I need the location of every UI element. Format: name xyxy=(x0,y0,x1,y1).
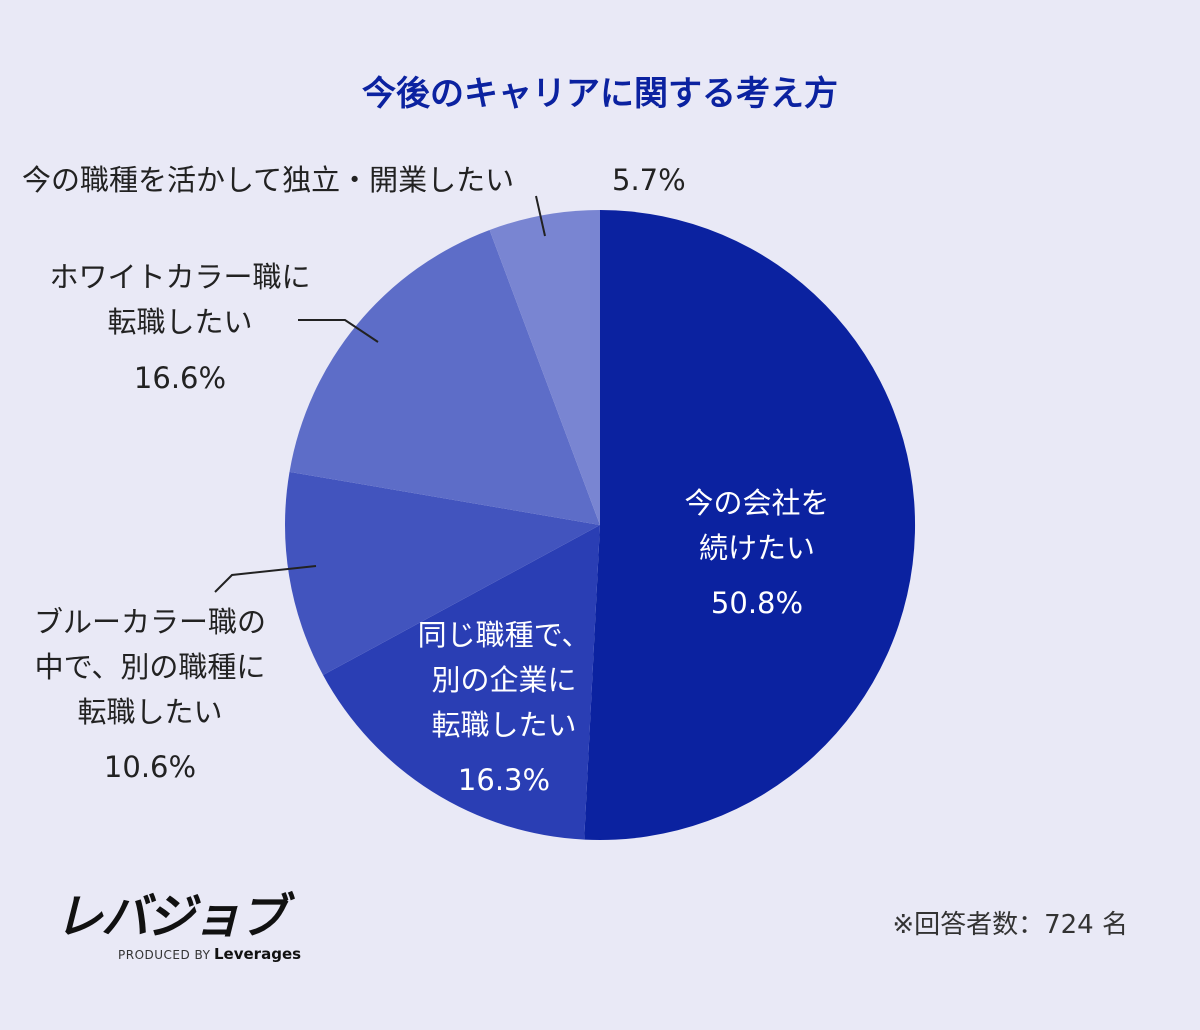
pie-slice-2 xyxy=(284,471,600,676)
respondents-note: ※回答者数：724 名 xyxy=(892,910,1128,940)
slice-label-1: 同じ職種で、 別の企業に 転職したい 16.3% xyxy=(418,618,591,797)
slice-value-3: 16.6% xyxy=(134,361,226,395)
slice-label-3-line-0: ホワイトカラー職に xyxy=(49,260,310,294)
chart-title: 今後のキャリアに関する考え方 xyxy=(362,74,838,114)
pie-slice-3 xyxy=(289,229,600,526)
slice-label-3-line-1: 転職したい xyxy=(107,305,252,339)
slice-label-2-line-0: ブルーカラー職の xyxy=(34,605,266,639)
logo-text: レバジョブ xyxy=(55,889,295,945)
slice-label-0-line-1: 続けたい xyxy=(699,531,815,565)
brand-logo: レバジョブ PRODUCED BY Leverages xyxy=(55,889,301,963)
slice-label-1-line-1: 別の企業に xyxy=(431,663,576,697)
slice-value-0: 50.8% xyxy=(711,586,803,620)
pie-slice-0 xyxy=(584,209,916,841)
pie-slice-4 xyxy=(489,210,600,525)
slice-label-0-line-0: 今の会社を xyxy=(684,486,829,520)
pie-slices xyxy=(284,209,916,841)
produced-brand-text: Leverages xyxy=(214,945,301,963)
produced-by-text: PRODUCED BY xyxy=(118,948,211,962)
leader-line-white-collar xyxy=(298,319,379,343)
slice-value-1: 16.3% xyxy=(458,763,550,797)
leader-line-independent xyxy=(535,195,546,237)
slice-label-2-line-2: 転職したい xyxy=(77,695,222,729)
leader-line-blue-collar xyxy=(214,565,317,593)
slice-label-2: ブルーカラー職の 中で、別の職種に 転職したい 10.6% xyxy=(34,605,266,784)
leader-lines xyxy=(214,195,546,593)
slice-label-4-line-0: 今の職種を活かして独立・開業したい xyxy=(22,163,514,197)
slice-label-2-line-1: 中で、別の職種に xyxy=(35,650,266,684)
pie-slice-1 xyxy=(323,525,600,840)
slice-label-4: 今の職種を活かして独立・開業したい 5.7% xyxy=(22,163,686,197)
slice-value-2: 10.6% xyxy=(104,750,196,784)
slice-label-0: 今の会社を 続けたい 50.8% xyxy=(684,486,829,620)
slice-label-3: ホワイトカラー職に 転職したい 16.6% xyxy=(49,260,310,395)
slice-label-1-line-2: 転職したい xyxy=(431,708,576,742)
slice-value-4: 5.7% xyxy=(612,163,686,197)
slice-label-1-line-0: 同じ職種で、 xyxy=(418,618,591,652)
